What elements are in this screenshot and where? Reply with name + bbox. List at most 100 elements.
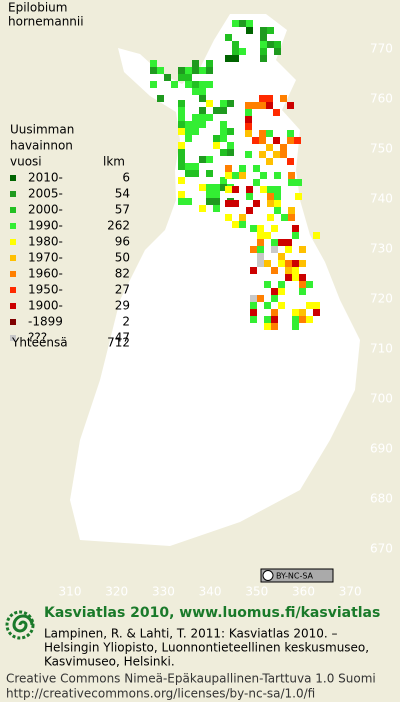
observation-square: [299, 246, 306, 253]
observation-square: [274, 193, 281, 200]
observation-square: [267, 27, 274, 34]
observation-square: [274, 172, 281, 179]
observation-square: [287, 130, 294, 137]
observation-square: [185, 170, 192, 177]
observation-square: [178, 74, 185, 81]
observation-square: [259, 130, 266, 137]
observation-square: [157, 67, 164, 74]
northing-label: 770: [370, 42, 393, 56]
observation-square: [264, 316, 271, 323]
northing-label: 720: [370, 292, 393, 306]
legend-label: 2010-: [28, 171, 63, 185]
observation-square: [192, 121, 199, 128]
badge-text: BY-NC-SA: [276, 572, 314, 581]
observation-square: [271, 309, 278, 316]
observation-square: [206, 81, 213, 88]
observation-square: [306, 281, 313, 288]
northing-label: 760: [370, 92, 393, 106]
observation-square: [232, 221, 239, 228]
legend-label: ???: [28, 331, 47, 345]
observation-square: [260, 172, 267, 179]
observation-square: [192, 67, 199, 74]
observation-square: [245, 130, 252, 137]
observation-square: [253, 200, 260, 207]
observation-square: [257, 246, 264, 253]
observation-square: [185, 67, 192, 74]
observation-square: [239, 48, 246, 55]
legend-label: 1990-: [28, 219, 63, 233]
observation-square: [220, 121, 227, 128]
observation-square: [259, 137, 266, 144]
observation-square: [266, 95, 273, 102]
observation-square: [299, 260, 306, 267]
observation-square: [250, 225, 257, 232]
easting-label: 320: [105, 585, 128, 599]
observation-square: [225, 55, 232, 62]
license-text: http://creativecommons.org/licenses/by-n…: [6, 687, 315, 701]
observation-square: [199, 121, 206, 128]
observation-square: [280, 151, 287, 158]
observation-square: [274, 207, 281, 214]
observation-square: [273, 151, 280, 158]
observation-square: [206, 156, 213, 163]
northing-label: 710: [370, 342, 393, 356]
citation: Helsingin Yliopisto, Luonnontieteellinen…: [44, 641, 369, 655]
license-text: Creative Commons Nimeä-Epäkaupallinen-Ta…: [6, 672, 376, 686]
legend-count: 82: [115, 267, 130, 281]
observation-square: [185, 198, 192, 205]
northing-label: 730: [370, 242, 393, 256]
observation-square: [250, 302, 257, 309]
observation-square: [199, 184, 206, 191]
legend-swatch: [10, 191, 16, 197]
northing-label: 740: [370, 192, 393, 206]
observation-square: [206, 100, 213, 107]
observation-square: [260, 186, 267, 193]
observation-square: [313, 309, 320, 316]
observation-square: [178, 156, 185, 163]
observation-square: [178, 128, 185, 135]
observation-square: [257, 253, 264, 260]
observation-square: [271, 288, 278, 295]
observation-square: [192, 170, 199, 177]
observation-square: [292, 309, 299, 316]
observation-square: [220, 177, 227, 184]
logo: [5, 610, 35, 640]
legend-count: 27: [115, 283, 130, 297]
observation-square: [292, 260, 299, 267]
observation-square: [185, 74, 192, 81]
observation-square: [274, 48, 281, 55]
observation-square: [271, 323, 278, 330]
observation-square: [313, 232, 320, 239]
observation-square: [192, 60, 199, 67]
legend-count: 47: [115, 331, 130, 345]
legend-label: 1960-: [28, 267, 63, 281]
observation-square: [192, 114, 199, 121]
observation-square: [267, 193, 274, 200]
legend-heading: havainnon: [10, 139, 73, 153]
observation-square: [267, 41, 274, 48]
legend-label: 1950-: [28, 283, 63, 297]
observation-square: [264, 232, 271, 239]
legend-label: 1980-: [28, 235, 63, 249]
observation-square: [220, 128, 227, 135]
observation-square: [192, 128, 199, 135]
observation-square: [267, 200, 274, 207]
legend-count: 57: [115, 203, 130, 217]
observation-square: [292, 267, 299, 274]
observation-square: [206, 67, 213, 74]
observation-square: [245, 109, 252, 116]
easting-label: 370: [339, 585, 362, 599]
observation-square: [199, 81, 206, 88]
observation-square: [206, 114, 213, 121]
legend-heading: Uusimman: [10, 123, 74, 137]
observation-square: [278, 253, 285, 260]
observation-square: [264, 323, 271, 330]
observation-square: [299, 281, 306, 288]
observation-square: [178, 121, 185, 128]
observation-square: [185, 128, 192, 135]
observation-square: [288, 179, 295, 186]
easting-label: 310: [59, 585, 82, 599]
observation-square: [267, 214, 274, 221]
observation-square: [264, 281, 271, 288]
observation-square: [178, 100, 185, 107]
